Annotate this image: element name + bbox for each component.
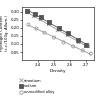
- Point: [58, 27, 60, 29]
- Point: [72, 46, 74, 47]
- Point: [87, 46, 88, 47]
- Point: [66, 34, 68, 36]
- Point: [28, 24, 29, 25]
- Point: [82, 50, 84, 51]
- Point: [44, 32, 45, 33]
- Point: [63, 42, 64, 43]
- Point: [68, 33, 69, 34]
- Point: [56, 29, 58, 31]
- Point: [77, 39, 79, 41]
- Point: [53, 37, 55, 38]
- Point: [90, 53, 92, 54]
- Point: [34, 13, 36, 15]
- Point: [39, 18, 40, 20]
- Point: [32, 15, 34, 16]
- Point: [85, 44, 87, 46]
- Point: [36, 28, 37, 29]
- Point: [26, 10, 28, 12]
- Point: [47, 23, 48, 25]
- Y-axis label: Hydrogen Content
(c.c./100g. Allum.): Hydrogen Content (c.c./100g. Allum.): [0, 15, 9, 52]
- Legend: strontium, sodium, unmodified alloy: strontium, sodium, unmodified alloy: [20, 79, 54, 94]
- Point: [48, 21, 50, 23]
- Point: [77, 41, 79, 42]
- Point: [26, 12, 28, 13]
- Point: [40, 16, 42, 18]
- X-axis label: Density: Density: [50, 69, 66, 73]
